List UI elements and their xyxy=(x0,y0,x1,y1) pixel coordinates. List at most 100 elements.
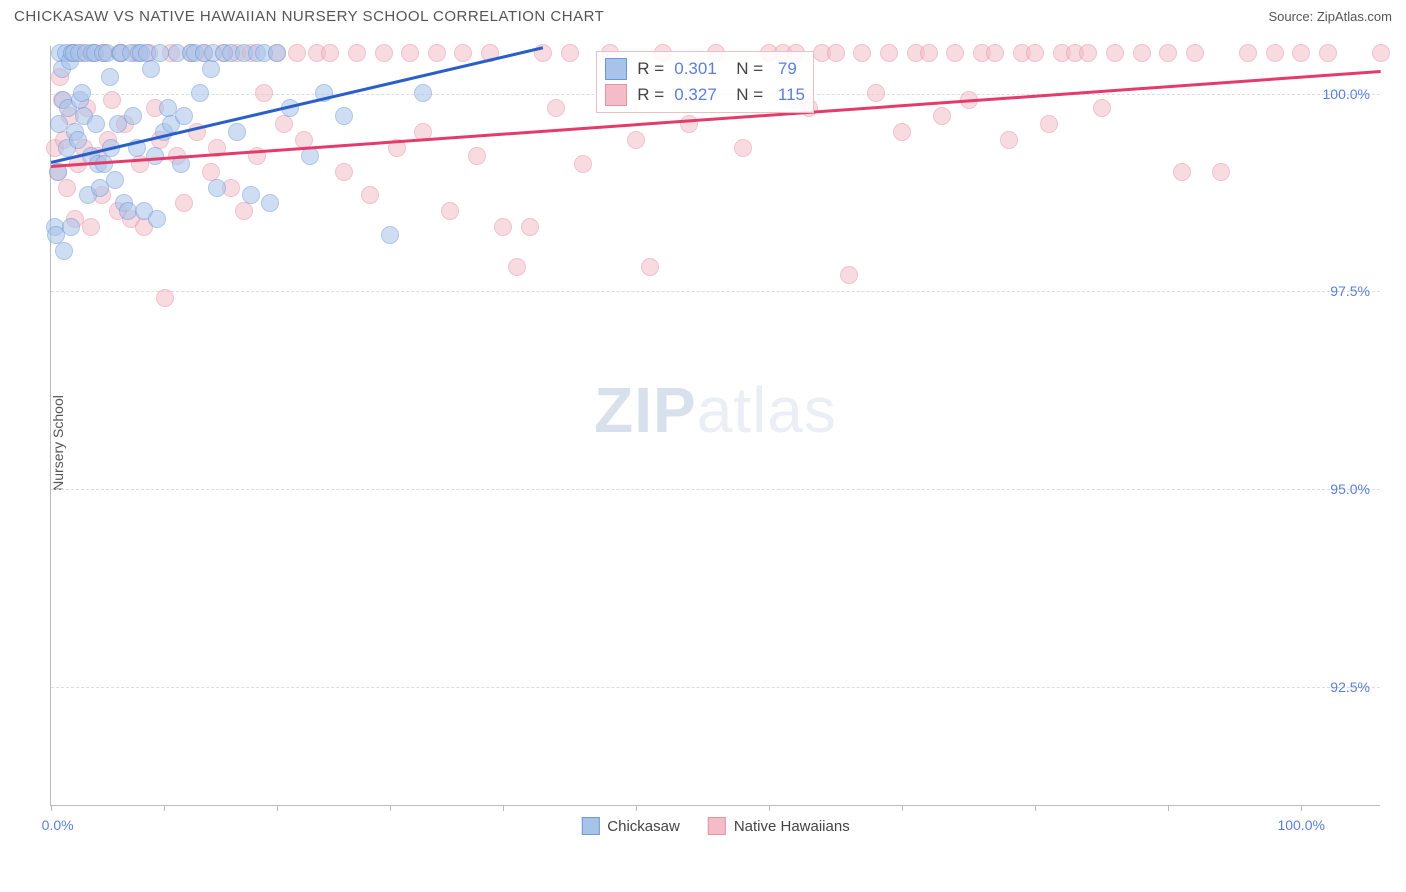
plot-region: ZIPatlas 92.5%95.0%97.5%100.0%0.0%100.0%… xyxy=(50,46,1380,806)
y-tick-label: 100.0% xyxy=(1323,86,1370,102)
scatter-point xyxy=(62,218,80,236)
y-tick-label: 97.5% xyxy=(1330,283,1370,299)
legend-row: R = 0.301 N = 79 xyxy=(605,56,805,82)
scatter-point xyxy=(627,131,645,149)
scatter-point xyxy=(261,194,279,212)
legend-swatch xyxy=(708,817,726,835)
legend-swatch xyxy=(605,58,627,80)
chart-area: Nursery School ZIPatlas 92.5%95.0%97.5%1… xyxy=(0,38,1406,848)
x-tick xyxy=(1035,805,1036,811)
x-tick xyxy=(390,805,391,811)
y-tick-label: 95.0% xyxy=(1330,481,1370,497)
scatter-point xyxy=(1079,44,1097,62)
scatter-point xyxy=(202,60,220,78)
x-tick-label: 100.0% xyxy=(1277,817,1324,833)
scatter-point xyxy=(1000,131,1018,149)
gridline xyxy=(51,489,1380,490)
scatter-point xyxy=(840,266,858,284)
scatter-point xyxy=(561,44,579,62)
scatter-point xyxy=(547,99,565,117)
scatter-point xyxy=(321,44,339,62)
scatter-point xyxy=(208,179,226,197)
scatter-point xyxy=(508,258,526,276)
scatter-point xyxy=(101,68,119,86)
x-tick xyxy=(636,805,637,811)
scatter-point xyxy=(288,44,306,62)
legend-label: Chickasaw xyxy=(607,818,680,835)
x-tick xyxy=(1168,805,1169,811)
scatter-point xyxy=(920,44,938,62)
chart-source: Source: ZipAtlas.com xyxy=(1268,9,1392,24)
legend-row: R = 0.327 N = 115 xyxy=(605,82,805,108)
scatter-point xyxy=(933,107,951,125)
y-tick-label: 92.5% xyxy=(1330,679,1370,695)
scatter-point xyxy=(151,44,169,62)
scatter-point xyxy=(1266,44,1284,62)
gridline xyxy=(51,687,1380,688)
scatter-point xyxy=(1173,163,1191,181)
gridline xyxy=(51,291,1380,292)
scatter-point xyxy=(734,139,752,157)
legend-swatch xyxy=(581,817,599,835)
scatter-point xyxy=(175,107,193,125)
scatter-point xyxy=(946,44,964,62)
legend-item: Chickasaw xyxy=(581,817,680,835)
scatter-point xyxy=(1212,163,1230,181)
scatter-point xyxy=(1093,99,1111,117)
scatter-point xyxy=(494,218,512,236)
scatter-point xyxy=(301,147,319,165)
legend-label: Native Hawaiians xyxy=(734,818,850,835)
series-legend: Chickasaw Native Hawaiians xyxy=(581,817,849,835)
scatter-point xyxy=(1040,115,1058,133)
x-tick xyxy=(902,805,903,811)
legend-item: Native Hawaiians xyxy=(708,817,850,835)
scatter-point xyxy=(235,202,253,220)
scatter-point xyxy=(175,194,193,212)
scatter-point xyxy=(986,44,1004,62)
scatter-point xyxy=(148,210,166,228)
x-tick xyxy=(769,805,770,811)
scatter-point xyxy=(827,44,845,62)
scatter-point xyxy=(124,107,142,125)
x-tick xyxy=(1301,805,1302,811)
scatter-point xyxy=(275,115,293,133)
scatter-point xyxy=(880,44,898,62)
scatter-point xyxy=(156,289,174,307)
scatter-point xyxy=(381,226,399,244)
x-tick-label: 0.0% xyxy=(42,817,74,833)
chart-title: CHICKASAW VS NATIVE HAWAIIAN NURSERY SCH… xyxy=(14,8,604,25)
scatter-point xyxy=(82,218,100,236)
scatter-point xyxy=(454,44,472,62)
scatter-point xyxy=(348,44,366,62)
scatter-point xyxy=(191,84,209,102)
scatter-point xyxy=(69,131,87,149)
scatter-point xyxy=(73,84,91,102)
x-tick xyxy=(503,805,504,811)
x-tick xyxy=(277,805,278,811)
scatter-point xyxy=(428,44,446,62)
scatter-point xyxy=(228,123,246,141)
scatter-point xyxy=(335,107,353,125)
scatter-point xyxy=(441,202,459,220)
scatter-point xyxy=(1239,44,1257,62)
x-tick xyxy=(51,805,52,811)
scatter-point xyxy=(106,171,124,189)
scatter-point xyxy=(574,155,592,173)
chart-header: CHICKASAW VS NATIVE HAWAIIAN NURSERY SCH… xyxy=(0,0,1406,31)
scatter-point xyxy=(1186,44,1204,62)
scatter-point xyxy=(853,44,871,62)
scatter-point xyxy=(641,258,659,276)
scatter-point xyxy=(867,84,885,102)
scatter-point xyxy=(1026,44,1044,62)
scatter-point xyxy=(468,147,486,165)
scatter-point xyxy=(361,186,379,204)
scatter-point xyxy=(1133,44,1151,62)
scatter-point xyxy=(1372,44,1390,62)
scatter-point xyxy=(1159,44,1177,62)
scatter-point xyxy=(1106,44,1124,62)
scatter-point xyxy=(335,163,353,181)
scatter-point xyxy=(401,44,419,62)
scatter-point xyxy=(58,179,76,197)
scatter-point xyxy=(893,123,911,141)
scatter-point xyxy=(255,84,273,102)
